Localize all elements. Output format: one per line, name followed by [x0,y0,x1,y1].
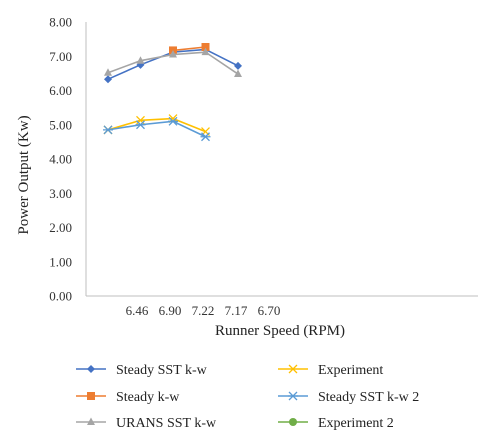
data-point [168,116,178,126]
legend-label: Steady k-w [116,390,180,405]
legend-label: Experiment 2 [318,416,394,431]
data-point [136,56,145,64]
legend-item: Experiment [278,363,383,378]
x-tick-label: 6.90 [159,303,182,318]
y-axis-title: Power Output (Kw) [16,115,32,234]
legend-marker [289,418,297,426]
data-point [200,132,211,142]
legend-marker [288,391,298,401]
legend-item: URANS SST k-w [76,416,217,431]
legend-marker [87,417,95,425]
x-tick-label: 7.22 [192,303,215,318]
y-tick-label: 8.00 [49,15,72,30]
legend-label: Steady SST k-w 2 [318,390,419,405]
y-tick-label: 3.00 [49,186,72,201]
x-tick-label: 6.46 [126,303,149,318]
x-axis-title: Runner Speed (RPM) [215,323,345,339]
y-tick-label: 1.00 [49,254,72,269]
data-point [135,120,146,130]
series-experiment [103,114,210,137]
data-point [234,61,242,70]
x-tick-label: 7.17 [225,303,248,318]
data-point [169,50,177,58]
legend-item: Experiment 2 [278,416,394,431]
legend-label: Steady SST k-w [116,363,208,378]
data-point [201,47,210,56]
legend-item: Steady SST k-w 2 [278,390,419,405]
legend-label: Experiment [318,363,383,378]
x-tick-label: 6.70 [258,303,281,318]
legend-item: Steady k-w [76,390,180,405]
series-urans-sst-k-w [104,47,242,78]
data-point [104,75,112,84]
legend-marker [87,365,95,373]
legend-item: Steady SST k-w [76,363,208,378]
y-tick-label: 0.00 [49,289,72,304]
legend-label: URANS SST k-w [116,416,217,431]
legend-marker [87,392,95,400]
series-line [107,120,206,138]
y-tick-label: 6.00 [49,83,72,98]
data-point [234,69,242,78]
data-point [104,68,112,76]
y-tick-label: 4.00 [49,152,72,167]
series-steady-sst-k-w-2 [103,116,211,142]
y-tick-label: 2.00 [49,220,72,235]
y-tick-label: 5.00 [49,117,72,132]
data-point [103,125,113,135]
series-line [107,117,206,133]
legend-marker [288,364,298,374]
y-tick-label: 7.00 [49,49,72,64]
data-point [201,43,210,52]
series-line [172,46,206,52]
